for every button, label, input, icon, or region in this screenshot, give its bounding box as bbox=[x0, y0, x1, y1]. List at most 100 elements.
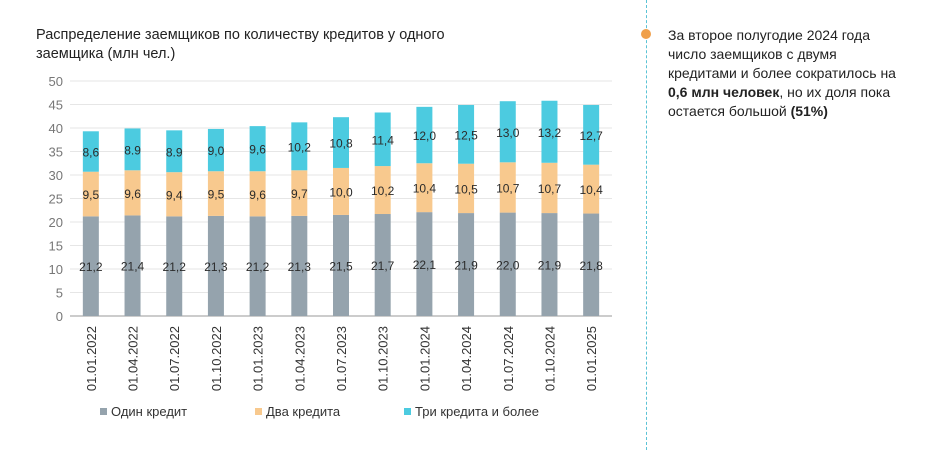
y-tick-label: 25 bbox=[49, 192, 63, 207]
bar-segment-2 bbox=[166, 172, 183, 217]
note-text-1: За второе полугодие 2024 года число заем… bbox=[668, 27, 896, 81]
data-label: 21,2 bbox=[246, 260, 270, 274]
bar-segment-2 bbox=[541, 162, 558, 214]
x-tick-label: 01.01.2023 bbox=[251, 326, 266, 391]
bar-segment-2 bbox=[458, 163, 475, 214]
bar-segment-2 bbox=[124, 170, 141, 216]
bar-segment-2 bbox=[416, 163, 433, 213]
bar-segment-2 bbox=[207, 171, 224, 216]
legend-label: Три кредита и более bbox=[415, 404, 539, 419]
legend-swatch bbox=[404, 408, 411, 415]
data-label: 12,0 bbox=[413, 129, 437, 143]
data-label: 9,6 bbox=[249, 188, 266, 202]
bar-segment-3 bbox=[458, 104, 475, 164]
bar-segment-2 bbox=[82, 171, 99, 217]
data-label: 10,8 bbox=[329, 137, 353, 151]
data-label: 12,5 bbox=[454, 128, 478, 142]
data-label: 10,7 bbox=[538, 182, 562, 196]
bar-segment-1 bbox=[583, 213, 600, 316]
data-label: 9,0 bbox=[208, 144, 225, 158]
bar-segment-1 bbox=[333, 214, 349, 316]
bar-segment-3 bbox=[124, 128, 141, 171]
x-tick-label: 01.04.2024 bbox=[459, 326, 474, 391]
bar-segment-2 bbox=[583, 164, 600, 214]
x-tick-label: 01.04.2022 bbox=[126, 326, 141, 391]
y-tick-label: 5 bbox=[56, 286, 63, 301]
bar-segment-1 bbox=[541, 213, 558, 316]
note-bold-2: (51%) bbox=[790, 103, 828, 119]
x-tick-label: 01.10.2022 bbox=[209, 326, 224, 391]
data-label: 8.9 bbox=[124, 143, 141, 157]
x-tick-label: 01.04.2023 bbox=[292, 326, 307, 391]
data-label: 21,5 bbox=[329, 259, 353, 273]
bar-segment-3 bbox=[583, 104, 600, 165]
data-label: 8.9 bbox=[166, 145, 183, 159]
bar-segment-3 bbox=[166, 130, 183, 173]
data-label: 9,7 bbox=[291, 187, 308, 201]
bullet-dot-icon bbox=[641, 29, 651, 39]
y-tick-label: 15 bbox=[49, 239, 63, 254]
data-label: 21,2 bbox=[79, 260, 103, 274]
data-label: 21,3 bbox=[204, 260, 228, 274]
data-label: 13,2 bbox=[538, 126, 562, 140]
data-label: 10,5 bbox=[454, 182, 478, 196]
data-label: 21,8 bbox=[579, 259, 603, 273]
data-label: 22,0 bbox=[496, 258, 520, 272]
y-tick-label: 35 bbox=[49, 145, 63, 160]
x-tick-label: 01.01.2022 bbox=[84, 326, 99, 391]
bar-segment-2 bbox=[249, 171, 266, 217]
bar-segment-3 bbox=[82, 131, 99, 172]
data-label: 13,0 bbox=[496, 126, 520, 140]
y-tick-label: 0 bbox=[56, 309, 63, 324]
data-label: 21,4 bbox=[121, 260, 145, 274]
y-tick-label: 10 bbox=[49, 262, 63, 277]
data-label: 10,2 bbox=[371, 184, 395, 198]
bar-segment-1 bbox=[124, 215, 141, 316]
y-tick-label: 20 bbox=[49, 215, 63, 230]
data-label: 9,6 bbox=[124, 187, 141, 201]
bar-segment-3 bbox=[207, 128, 224, 172]
bar-segment-3 bbox=[291, 122, 308, 171]
bar-segment-3 bbox=[333, 117, 349, 168]
x-tick-label: 01.01.2024 bbox=[417, 326, 432, 391]
data-label: 21,9 bbox=[538, 259, 562, 273]
note-text-2: , но их доля пока остается большой bbox=[668, 84, 891, 119]
data-label: 21,3 bbox=[288, 260, 312, 274]
bar-segment-1 bbox=[207, 215, 224, 316]
data-label: 10,4 bbox=[579, 183, 603, 197]
data-label: 21,2 bbox=[163, 260, 187, 274]
data-label: 10,4 bbox=[413, 182, 437, 196]
x-tick-label: 01.07.2023 bbox=[334, 326, 349, 391]
stacked-bar-chart: 0 5 10 15 20 25 30 35 40 45 50 21,2 9,5 8,6 01.01.2022… bbox=[49, 74, 612, 419]
data-label: 22,1 bbox=[413, 258, 437, 272]
side-note: За второе полугодие 2024 года число заем… bbox=[668, 26, 908, 121]
bar-segment-2 bbox=[333, 167, 349, 215]
data-label: 21,7 bbox=[371, 259, 395, 273]
x-tick-label: 01.07.2024 bbox=[501, 326, 516, 391]
data-label: 9,5 bbox=[83, 188, 100, 202]
data-label: 9,5 bbox=[208, 188, 225, 202]
bar-segment-1 bbox=[82, 216, 99, 316]
bar-segment-3 bbox=[416, 106, 433, 164]
legend-swatch bbox=[255, 408, 262, 415]
bar-segment-2 bbox=[499, 162, 516, 213]
data-label: 10,0 bbox=[329, 185, 353, 199]
y-tick-label: 50 bbox=[49, 74, 63, 89]
data-label: 10,7 bbox=[496, 181, 520, 195]
bar-segment-1 bbox=[166, 216, 183, 316]
y-tick-label: 30 bbox=[49, 168, 63, 183]
x-tick-label: 01.10.2024 bbox=[542, 326, 557, 391]
bar-segment-3 bbox=[499, 101, 516, 163]
bar-segment-3 bbox=[249, 126, 266, 172]
x-tick-label: 01.10.2023 bbox=[376, 326, 391, 391]
dashed-divider bbox=[646, 0, 647, 450]
bar-segment-2 bbox=[374, 166, 391, 215]
legend-label: Один кредит bbox=[111, 404, 187, 419]
bar-segment-1 bbox=[249, 216, 266, 316]
data-label: 21,9 bbox=[454, 259, 478, 273]
bar-segment-1 bbox=[499, 212, 516, 316]
data-label: 9,4 bbox=[166, 188, 183, 202]
legend-swatch bbox=[100, 408, 107, 415]
chart-title: Распределение заемщиков по количеству кр… bbox=[36, 27, 445, 62]
bar-segment-1 bbox=[374, 214, 391, 316]
